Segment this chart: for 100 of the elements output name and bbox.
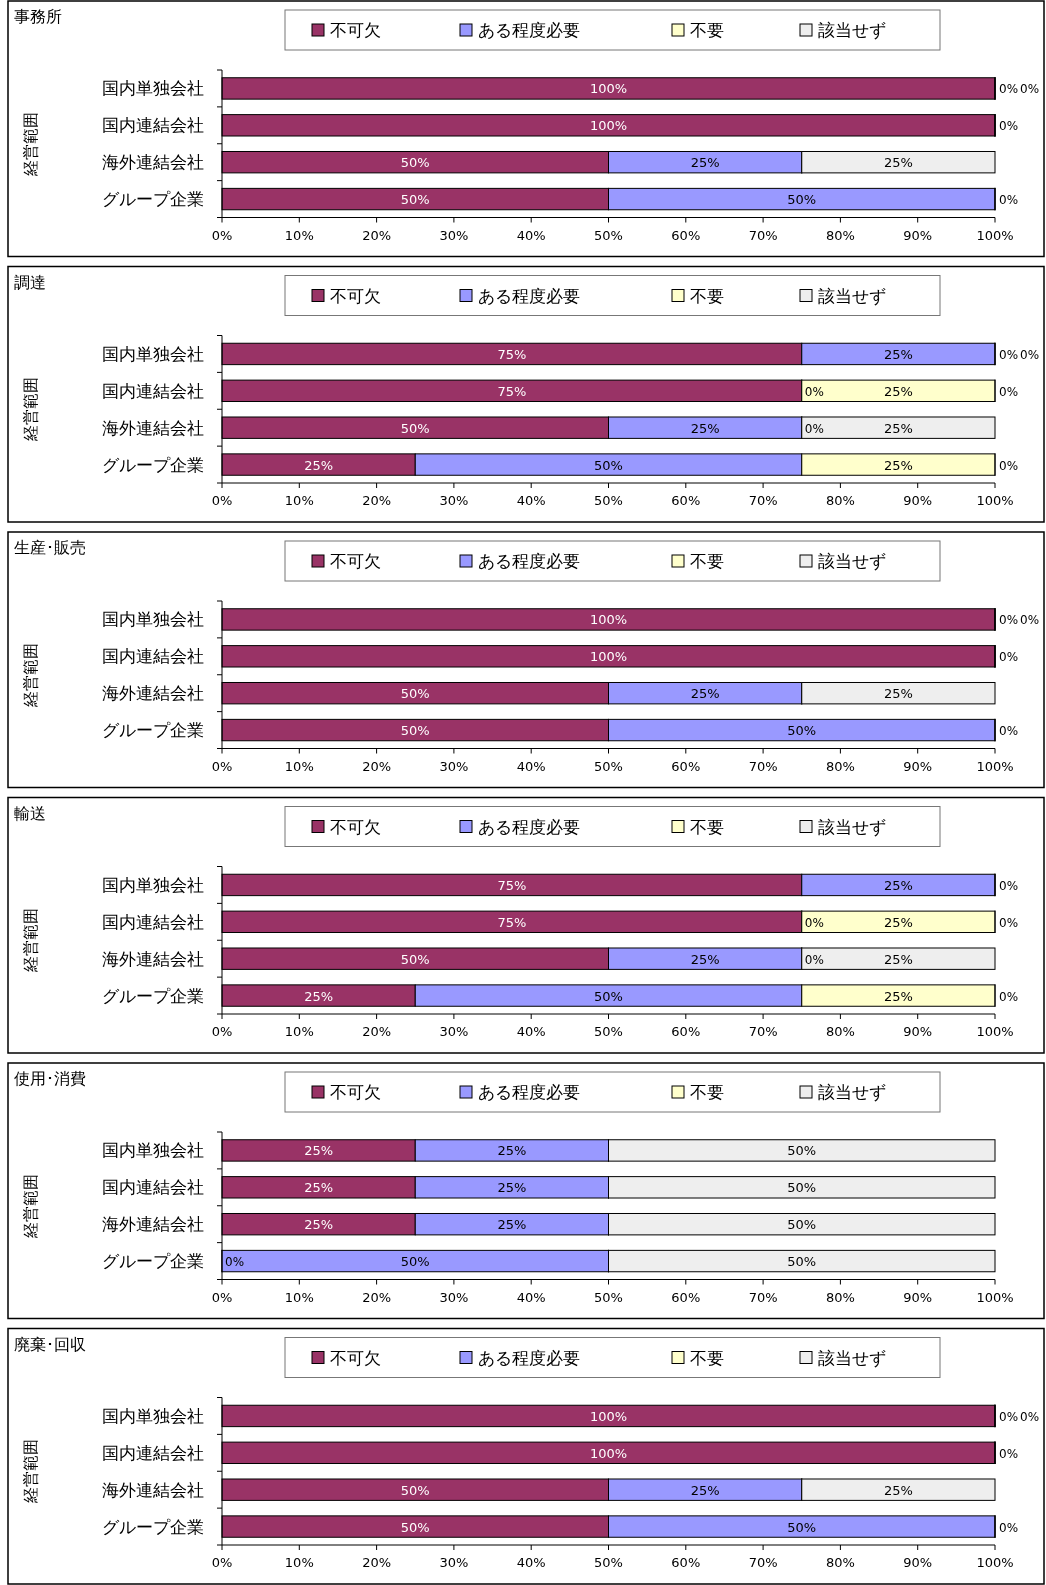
legend-label: 不要 (690, 1347, 724, 1368)
data-label: 100% (589, 81, 628, 97)
data-label: 100% (589, 1445, 628, 1461)
x-tick-label: 0% (211, 1289, 233, 1305)
legend-label: 該当せず (818, 20, 886, 40)
data-label: 0% (1020, 82, 1040, 97)
x-tick-label: 50% (594, 1555, 623, 1570)
x-tick-label: 80% (825, 1555, 855, 1570)
data-label: 25% (304, 1180, 334, 1196)
x-tick-label: 10% (284, 1289, 314, 1305)
legend-label: ある程度必要 (478, 551, 580, 571)
y-tick-label: グループ企業 (102, 985, 204, 1006)
x-tick-label: 70% (748, 227, 778, 243)
data-label: 50% (400, 1254, 430, 1270)
data-label: 25% (304, 1143, 334, 1159)
text: 生産･販売 (14, 538, 86, 557)
x-tick-label: 50% (594, 1289, 623, 1305)
x-tick-label: 10% (284, 493, 314, 508)
data-label: 100% (589, 612, 628, 628)
data-label: 75% (497, 914, 527, 930)
data-label: 0% (225, 1255, 245, 1270)
y-axis-title: 経営範囲 (21, 642, 40, 708)
x-tick-label: 100% (976, 758, 1014, 774)
x-tick-label: 50% (594, 1024, 623, 1039)
data-label: 0% (999, 878, 1019, 893)
x-tick-label: 20% (362, 758, 392, 774)
y-tick-label: 国内連結会社 (102, 911, 204, 932)
y-tick-label: 国内連結会社 (102, 380, 204, 401)
x-tick-label: 0% (211, 1024, 233, 1039)
legend-label: 該当せず (818, 1347, 886, 1368)
y-tick-label: 国内連結会社 (102, 115, 204, 136)
data-label: 25% (883, 155, 913, 171)
x-tick-label: 30% (439, 227, 469, 243)
legend-label: 不可欠 (330, 816, 381, 837)
x-tick-label: 0% (211, 227, 233, 243)
y-tick-label: 国内単独会社 (102, 609, 204, 630)
data-label: 50% (594, 988, 623, 1004)
text: 輸送 (14, 803, 46, 823)
y-tick-label: 国内連結会社 (102, 1177, 204, 1198)
x-tick-label: 30% (439, 493, 469, 508)
data-label: 50% (400, 1519, 430, 1535)
data-label: 0% (999, 613, 1019, 628)
data-label: 0% (999, 458, 1019, 473)
data-label: 25% (883, 346, 913, 362)
data-label: 25% (690, 155, 720, 171)
data-label: 50% (787, 1143, 817, 1159)
legend-label: ある程度必要 (478, 20, 580, 40)
x-tick-label: 0% (211, 758, 233, 774)
legend-label: ある程度必要 (478, 285, 580, 306)
data-label: 25% (690, 1482, 720, 1498)
x-tick-label: 80% (825, 493, 855, 508)
x-tick-label: 100% (976, 227, 1014, 243)
data-label: 0% (999, 384, 1019, 399)
data-label: 25% (690, 686, 720, 702)
text: 廃棄･回収 (14, 1334, 86, 1354)
x-tick-label: 10% (284, 1024, 314, 1039)
data-label: 50% (400, 723, 430, 739)
x-tick-label: 90% (903, 493, 933, 508)
data-label: 25% (883, 457, 913, 473)
data-label: 100% (589, 649, 628, 665)
y-tick-label: グループ企業 (102, 1251, 204, 1272)
data-label: 25% (497, 1180, 527, 1196)
data-label: 0% (999, 1446, 1019, 1461)
data-label: 25% (883, 420, 913, 436)
y-tick-label: 海外連結会社 (102, 1214, 204, 1235)
y-tick-label: 海外連結会社 (102, 683, 204, 704)
data-label: 50% (787, 1217, 817, 1233)
x-tick-label: 20% (362, 1024, 392, 1039)
data-label: 25% (497, 1217, 527, 1233)
data-label: 50% (400, 1482, 430, 1498)
x-tick-label: 40% (516, 1289, 546, 1305)
legend-label: 不要 (690, 551, 724, 571)
y-axis-title: 経営範囲 (21, 111, 40, 177)
data-label: 0% (804, 421, 824, 436)
data-label: 50% (400, 155, 430, 171)
x-tick-label: 50% (594, 758, 623, 774)
x-tick-label: 0% (211, 1555, 233, 1570)
x-tick-label: 60% (671, 493, 701, 508)
y-tick-label: 海外連結会社 (102, 417, 204, 438)
x-tick-label: 80% (825, 1024, 855, 1039)
data-label: 50% (594, 457, 623, 473)
legend-label: ある程度必要 (478, 1347, 580, 1368)
legend-label: 不可欠 (330, 1347, 381, 1368)
text: 調達 (14, 272, 46, 292)
x-tick-label: 30% (439, 758, 469, 774)
y-axis-title: 経営範囲 (21, 1439, 40, 1505)
x-tick-label: 10% (284, 1555, 314, 1570)
data-label: 0% (1020, 613, 1040, 628)
x-tick-label: 0% (211, 493, 233, 508)
x-tick-label: 80% (825, 227, 855, 243)
data-label: 50% (787, 1519, 817, 1535)
data-label: 100% (589, 1408, 628, 1424)
x-tick-label: 50% (594, 493, 623, 508)
y-tick-label: グループ企業 (102, 189, 204, 210)
data-label: 25% (690, 951, 720, 967)
x-tick-label: 40% (516, 1555, 546, 1570)
data-label: 25% (883, 686, 913, 702)
data-label: 75% (497, 346, 527, 362)
data-label: 25% (497, 1143, 527, 1159)
y-tick-label: グループ企業 (102, 720, 204, 741)
